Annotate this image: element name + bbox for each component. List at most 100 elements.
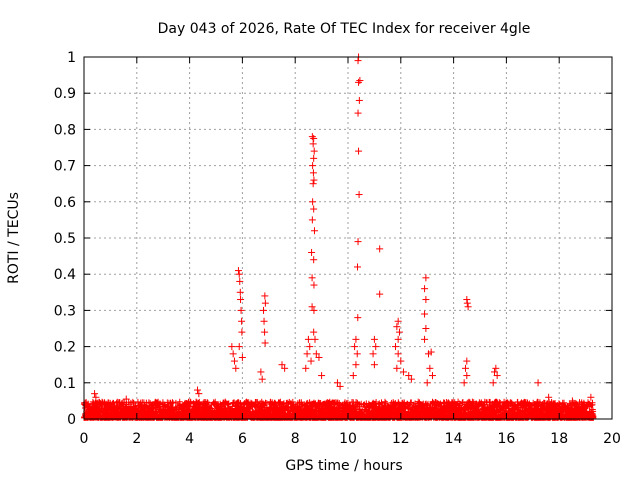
data-point (261, 328, 269, 336)
data-point (394, 317, 402, 325)
data-point (257, 368, 265, 376)
data-point (354, 238, 362, 246)
data-point (315, 353, 323, 361)
data-point (258, 375, 266, 383)
data-point (427, 348, 435, 356)
data-point (421, 310, 429, 318)
data-point (587, 393, 595, 401)
x-axis-label: GPS time / hours (285, 458, 402, 474)
data-point (261, 339, 269, 347)
roti-baseline-band (81, 398, 597, 421)
data-point (238, 328, 246, 336)
y-tick-label: 0.4 (54, 267, 76, 283)
data-point (306, 343, 314, 351)
data-point (376, 290, 384, 298)
data-point (309, 180, 317, 188)
data-point (355, 191, 363, 199)
data-point (232, 364, 240, 372)
data-point (261, 292, 269, 300)
axis-ticks: 0 2 4 6 8 10 12 14 16 18 20 0 0.1 0.2 0.3 0.4 0.5 0.6 0.7 0… (54, 50, 621, 447)
data-point (463, 357, 471, 365)
data-point (310, 306, 318, 314)
data-point (422, 296, 430, 304)
x-tick-label: 6 (238, 431, 247, 447)
data-point (421, 335, 429, 343)
y-tick-label: 0.8 (54, 122, 76, 138)
data-point (308, 133, 316, 141)
y-tick-label: 0.3 (54, 303, 76, 319)
data-point (310, 154, 318, 162)
data-point (354, 57, 362, 65)
data-point (234, 267, 242, 275)
y-tick-label: 0.9 (54, 86, 76, 102)
data-point (355, 147, 363, 155)
data-point (122, 395, 130, 403)
data-point (394, 350, 402, 358)
data-point (464, 303, 472, 311)
data-point (307, 357, 315, 365)
y-tick-label: 0.6 (54, 195, 76, 211)
data-point (236, 288, 244, 296)
data-point (352, 335, 360, 343)
x-tick-label: 10 (339, 431, 357, 447)
data-point (460, 379, 468, 387)
data-point (394, 335, 402, 343)
data-point (238, 353, 246, 361)
data-point (428, 372, 436, 380)
data-point (237, 306, 245, 314)
data-point (308, 248, 316, 256)
grid (84, 57, 612, 419)
data-point (545, 393, 553, 401)
data-point (372, 343, 380, 351)
x-tick-label: 2 (132, 431, 141, 447)
data-point (354, 263, 362, 271)
data-point (354, 314, 362, 322)
data-point (92, 393, 100, 401)
data-point (309, 162, 317, 170)
y-tick-label: 0.5 (54, 231, 76, 247)
y-tick-label: 0.2 (54, 340, 76, 356)
data-point (312, 350, 320, 358)
data-point (421, 285, 429, 293)
data-point (310, 281, 318, 289)
data-point (463, 296, 471, 304)
data-point (354, 109, 362, 117)
x-tick-label: 20 (603, 431, 621, 447)
x-tick-label: 14 (445, 431, 463, 447)
data-point (308, 303, 316, 311)
plot-frame (83, 56, 613, 420)
data-point (397, 357, 405, 365)
data-point (310, 328, 318, 336)
data-point (336, 382, 344, 390)
data-point (405, 372, 413, 380)
data-point (463, 372, 471, 380)
data-point (302, 364, 310, 372)
data-point (355, 78, 363, 86)
y-tick-label: 0.7 (54, 159, 76, 175)
data-point (426, 364, 434, 372)
data-point (310, 176, 318, 184)
data-point (310, 205, 318, 213)
data-point (369, 350, 377, 358)
data-point (195, 390, 203, 398)
data-point (395, 328, 403, 336)
data-point (228, 343, 236, 351)
data-point (235, 343, 243, 351)
data-point (463, 299, 471, 307)
data-point (393, 364, 401, 372)
data-point (491, 368, 499, 376)
y-tick-label: 1 (67, 50, 76, 66)
data-point (568, 397, 576, 405)
data-point (310, 256, 318, 264)
data-point (238, 317, 246, 325)
data-point (311, 335, 319, 343)
data-point (492, 364, 500, 372)
data-point (309, 198, 317, 206)
data-point (91, 390, 99, 398)
data-point (309, 140, 317, 148)
data-point (304, 335, 312, 343)
data-point (351, 343, 359, 351)
x-tick-label: 0 (80, 431, 89, 447)
data-points (81, 53, 597, 421)
x-tick-label: 18 (550, 431, 568, 447)
